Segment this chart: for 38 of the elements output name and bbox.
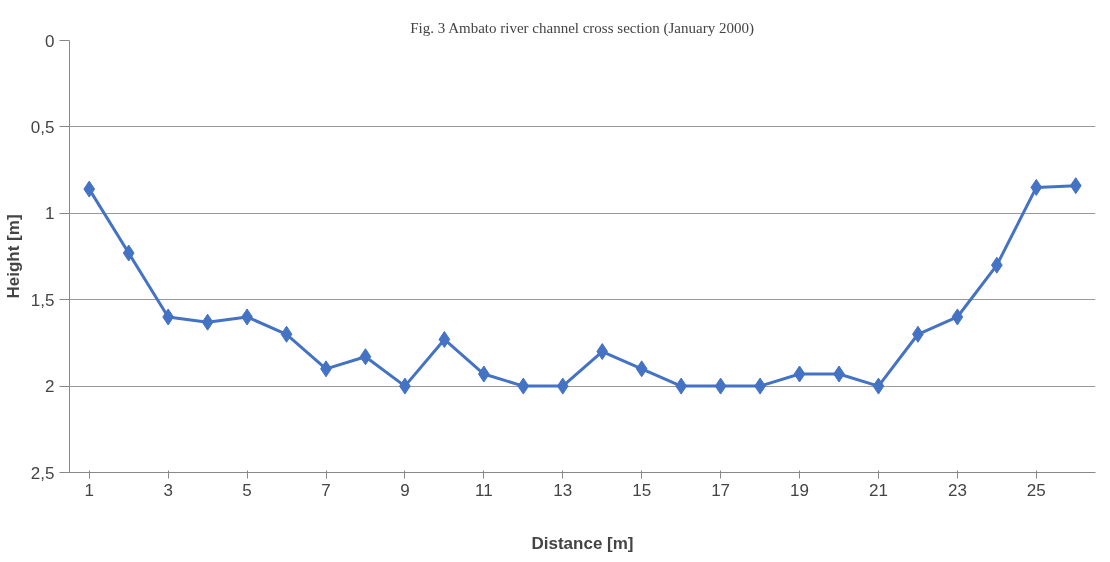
y-tick-label: 0 xyxy=(45,31,55,51)
point xyxy=(438,330,451,348)
x-tick-label: 25 xyxy=(1026,480,1046,500)
point xyxy=(596,343,609,361)
x-tick-label: 9 xyxy=(400,480,410,500)
x-tick-label: 13 xyxy=(553,480,573,500)
point xyxy=(201,313,214,331)
y-axis-title: Height [m] xyxy=(3,214,23,299)
y-tick-label: 2,5 xyxy=(30,463,55,483)
x-tick-label: 7 xyxy=(321,480,331,500)
x-tick-label: 21 xyxy=(869,480,888,500)
x-tick-label: 19 xyxy=(790,480,810,500)
x-tick-label: 1 xyxy=(84,480,94,500)
x-tick-label: 23 xyxy=(947,480,967,500)
y-tick-label: 1,5 xyxy=(30,290,55,310)
x-tick-label: 17 xyxy=(711,480,731,500)
point xyxy=(359,348,372,366)
x-tick-label: 15 xyxy=(632,480,652,500)
point xyxy=(83,180,96,198)
x-tick-label: 11 xyxy=(475,480,493,500)
y-tick-label: 0,5 xyxy=(30,117,55,137)
x-axis-title: Distance [m] xyxy=(531,533,634,553)
point xyxy=(951,308,964,326)
y-tick-label: 2 xyxy=(45,377,55,397)
point xyxy=(280,325,293,343)
point xyxy=(517,377,530,395)
point xyxy=(122,244,135,262)
point xyxy=(1030,178,1043,196)
y-tick-label: 1 xyxy=(45,204,55,224)
point xyxy=(556,377,569,395)
point xyxy=(872,377,885,395)
point xyxy=(635,360,648,378)
point xyxy=(793,365,806,383)
point xyxy=(1069,177,1082,195)
x-tick-label: 5 xyxy=(242,480,252,500)
chart-title: Fig. 3 Ambato river channel cross section (January 2000) xyxy=(410,19,754,37)
x-tick-label: 3 xyxy=(163,480,173,500)
point xyxy=(714,377,727,395)
